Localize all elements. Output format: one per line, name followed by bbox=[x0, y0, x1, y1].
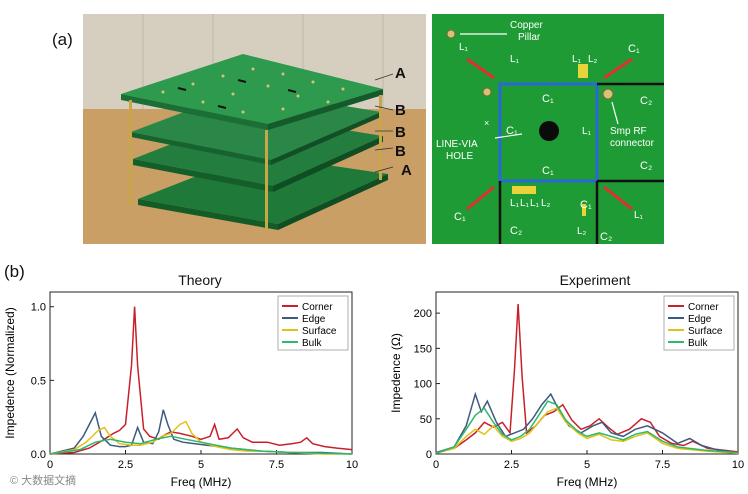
y-tick-label: 1.0 bbox=[31, 302, 46, 314]
series-line-surface bbox=[435, 407, 739, 455]
y-axis-label: Impedence (Ω) bbox=[389, 333, 403, 413]
line-via-label: LINE-VIA bbox=[436, 139, 478, 150]
y-tick-label: 100 bbox=[414, 379, 432, 391]
pcb-layout: Copper Pillar LINE-VIA HOLE Smp RF conne… bbox=[436, 20, 664, 244]
x-tick-label: 7.5 bbox=[269, 459, 284, 471]
layer-label-4: B bbox=[395, 143, 406, 160]
legend-entry: Bulk bbox=[688, 338, 708, 349]
y-tick-label: 50 bbox=[420, 414, 432, 426]
legend-entry: Edge bbox=[302, 314, 326, 325]
y-tick-label: 0.5 bbox=[31, 375, 46, 387]
x-tick-label: 0 bbox=[433, 459, 439, 471]
c2-label: C₂ bbox=[510, 225, 522, 237]
l1-label: L₁ bbox=[510, 54, 520, 65]
l1-label: L₁ bbox=[634, 210, 644, 221]
y-axis-label: Impedence (Normalized) bbox=[3, 307, 17, 438]
x-tick-label: 7.5 bbox=[655, 459, 670, 471]
inductor-component bbox=[512, 186, 536, 194]
stacked-pcb-photo: A B B B A bbox=[83, 14, 426, 244]
c2-label: C₂ bbox=[600, 231, 612, 243]
x-axis-label: Freq (MHz) bbox=[171, 475, 232, 489]
panel-b-label: (b) bbox=[4, 262, 25, 281]
x-tick-label: 2.5 bbox=[504, 459, 519, 471]
copper-pillar bbox=[265, 130, 268, 230]
watermark: © 大数据文摘 bbox=[10, 475, 77, 487]
c1-label: C₁ bbox=[580, 199, 592, 211]
series-line-surface bbox=[49, 420, 352, 455]
x-tick-label: 2.5 bbox=[118, 459, 133, 471]
layer-label-5: A bbox=[401, 162, 412, 179]
legend-entry: Corner bbox=[688, 302, 719, 313]
copper-pillar-label: Pillar bbox=[518, 32, 541, 43]
l2-label: L₂ bbox=[588, 54, 598, 65]
y-tick-label: 0.0 bbox=[31, 449, 46, 461]
line-via-label: HOLE bbox=[446, 151, 474, 162]
copper-pillar bbox=[129, 100, 132, 205]
l1-label: L₁ bbox=[582, 126, 592, 137]
smp-label: Smp RF bbox=[610, 126, 647, 137]
inductor-component bbox=[578, 64, 588, 78]
l1-label: L₁ bbox=[572, 54, 582, 65]
c2-label: C₂ bbox=[640, 160, 652, 172]
legend-entry: Edge bbox=[688, 314, 712, 325]
y-tick-label: 200 bbox=[414, 308, 432, 320]
copper-pillar-label: Copper bbox=[510, 20, 543, 31]
series-line-bulk bbox=[49, 435, 353, 455]
c2-label: C₂ bbox=[640, 95, 652, 107]
stacked-pcb-illustration: A B B B A bbox=[83, 14, 426, 244]
line-via-hole bbox=[539, 121, 559, 141]
l1-label: L₁ bbox=[520, 198, 530, 209]
legend-entry: Surface bbox=[688, 326, 723, 337]
x-axis-label: Freq (MHz) bbox=[557, 475, 618, 489]
copper-pillar bbox=[379, 95, 382, 180]
x-tick-label: 5 bbox=[584, 459, 590, 471]
pcb-top-view: Copper Pillar LINE-VIA HOLE Smp RF conne… bbox=[432, 14, 664, 244]
c1-label: C₁ bbox=[506, 125, 518, 137]
x-tick-label: 10 bbox=[732, 459, 744, 471]
x-tick-label: 0 bbox=[47, 459, 53, 471]
l2-label: L₂ bbox=[541, 198, 551, 209]
smp-connector bbox=[602, 88, 614, 100]
copper-pillar bbox=[446, 29, 456, 39]
smp-connector bbox=[482, 87, 492, 97]
board-layer-1 bbox=[121, 54, 383, 124]
legend-entry: Corner bbox=[302, 302, 333, 313]
c1-label: C₁ bbox=[628, 43, 640, 55]
y-tick-label: 150 bbox=[414, 343, 432, 355]
inductor-component bbox=[582, 204, 586, 216]
layer-label-3: B bbox=[395, 124, 406, 141]
y-tick-label: 0 bbox=[426, 449, 432, 461]
x-tick-label: 5 bbox=[198, 459, 204, 471]
series-line-edge bbox=[435, 391, 739, 454]
blue-loop bbox=[498, 82, 599, 183]
theory-title: Theory bbox=[178, 272, 222, 288]
legend-entry: Surface bbox=[302, 326, 337, 337]
l2-label: L₂ bbox=[577, 226, 587, 237]
l1-label: L₁ bbox=[510, 198, 520, 209]
l1-label: L₁ bbox=[459, 42, 469, 53]
l1-label: L₁ bbox=[530, 198, 540, 209]
experiment-title: Experiment bbox=[559, 272, 631, 288]
series-line-bulk bbox=[435, 400, 739, 455]
c1-label: C₁ bbox=[542, 93, 554, 105]
c1-label: C₁ bbox=[542, 165, 554, 177]
layer-label-2: B bbox=[395, 102, 406, 119]
x-mark: × bbox=[484, 118, 489, 128]
panel-a-label: (a) bbox=[52, 30, 73, 49]
smp-label: connector bbox=[610, 138, 655, 149]
x-tick-label: 10 bbox=[346, 459, 358, 471]
legend-entry: Bulk bbox=[302, 338, 322, 349]
layer-label-1: A bbox=[395, 65, 406, 82]
series-line-corner bbox=[435, 303, 739, 454]
c1-label: C₁ bbox=[454, 211, 466, 223]
